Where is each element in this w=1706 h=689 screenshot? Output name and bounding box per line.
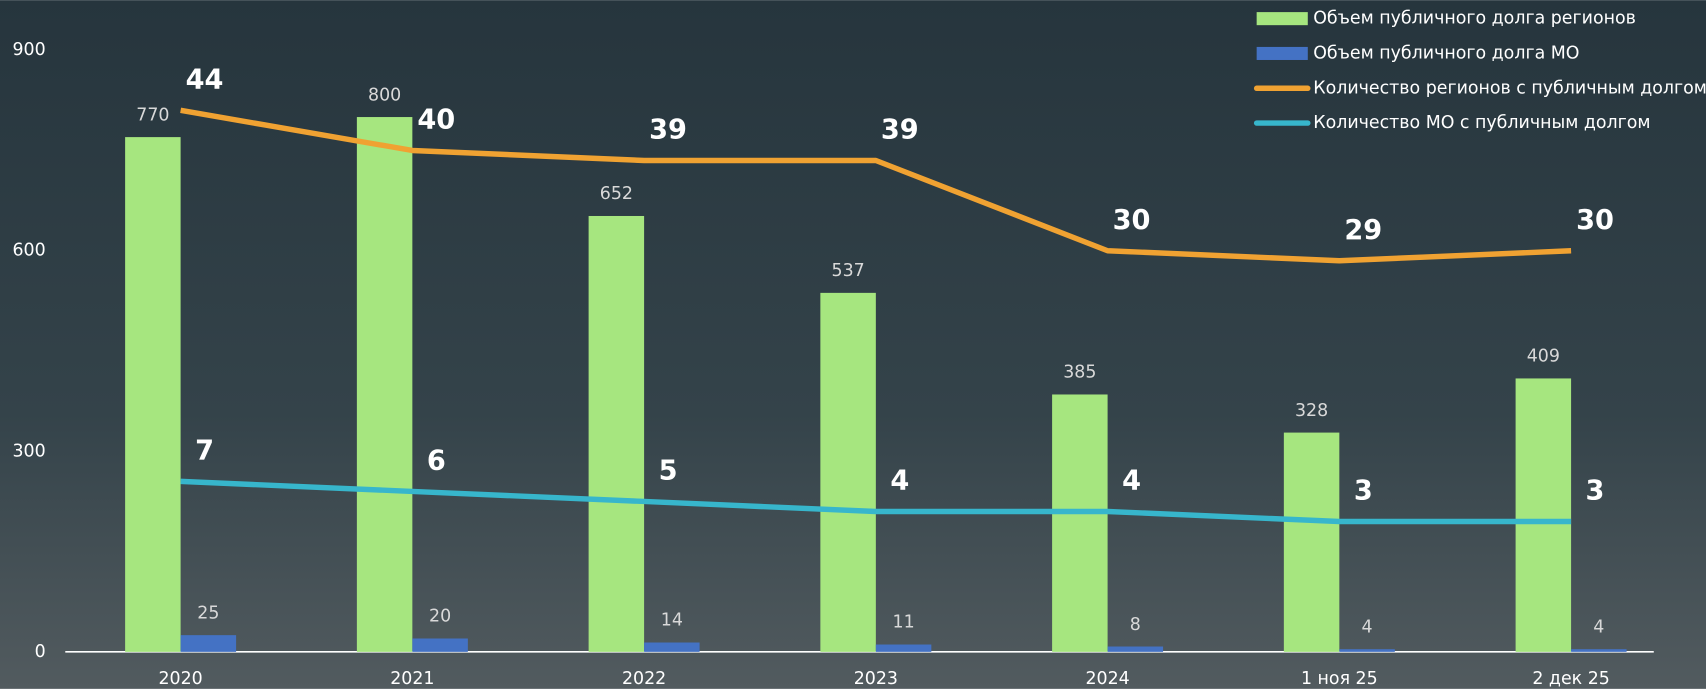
- legend-label: Объем публичного долга МО: [1313, 43, 1579, 63]
- x-tick-label: 2 дек 25: [1532, 669, 1609, 689]
- bar-value-label: 8: [1130, 615, 1141, 635]
- bar: [1107, 646, 1164, 652]
- plot-area: 0 300 600 900 2020 2021 2022 2023 2024 1 ноя 25 2 …: [12, 9, 1706, 689]
- bar-value-label: 537: [832, 261, 865, 281]
- line-value-label: 39: [649, 115, 687, 146]
- line-value-label: 29: [1344, 215, 1382, 246]
- line-value-label: 3: [1586, 476, 1605, 507]
- y-tick-label: 0: [35, 642, 46, 662]
- line-value-label: 4: [890, 466, 909, 497]
- bar-value-label: 11: [893, 613, 915, 633]
- bar: [1339, 649, 1395, 652]
- x-tick-label: 2023: [854, 669, 898, 689]
- line-value-label: 6: [427, 446, 446, 477]
- bar: [125, 137, 181, 652]
- bar-value-label: 4: [1593, 617, 1604, 637]
- x-tick-label: 2022: [622, 669, 666, 689]
- bar: [820, 292, 876, 652]
- bar-value-label: 4: [1362, 617, 1373, 637]
- bar: [644, 642, 700, 652]
- x-tick-label: 2020: [158, 669, 202, 689]
- bar-value-label: 20: [429, 607, 451, 627]
- line-value-label: 5: [659, 456, 678, 487]
- line: [180, 478, 1572, 525]
- line-value-label: 3: [1354, 476, 1373, 507]
- bar-value-label: 14: [661, 611, 683, 631]
- bar: [180, 635, 237, 652]
- bar-value-label: 328: [1295, 401, 1328, 421]
- legend-label: Количество регионов с публичным долгом: [1313, 78, 1706, 98]
- line: [180, 107, 1572, 264]
- bar-value-label: 800: [368, 85, 401, 105]
- bar: [1515, 378, 1572, 652]
- bar: [875, 644, 932, 652]
- legend-swatch: [1256, 12, 1308, 26]
- bar: [1571, 649, 1627, 652]
- line-value-label: 30: [1113, 205, 1151, 236]
- line-value-label: 7: [195, 436, 214, 467]
- bar: [1283, 432, 1340, 652]
- bar: [1052, 394, 1108, 652]
- bar-value-label: 770: [136, 105, 169, 125]
- bar: [588, 215, 645, 652]
- bar-value-label: 409: [1527, 347, 1560, 367]
- bar: [356, 117, 413, 652]
- line-value-label: 40: [417, 105, 455, 136]
- x-tick-label: 2024: [1085, 669, 1129, 689]
- line-value-label: 44: [186, 64, 224, 95]
- bar-value-label: 25: [197, 603, 219, 623]
- x-tick-label: 2021: [390, 669, 434, 689]
- y-tick-label: 600: [12, 241, 45, 261]
- line-value-label: 30: [1576, 205, 1614, 236]
- legend-label: Объем публичного долга регионов: [1313, 9, 1636, 29]
- y-tick-label: 900: [12, 40, 45, 60]
- x-tick-label: 1 ноя 25: [1301, 669, 1378, 689]
- y-tick-label: 300: [12, 441, 45, 461]
- line-value-label: 4: [1122, 466, 1141, 497]
- bar-value-label: 385: [1063, 363, 1096, 383]
- bar-value-label: 652: [600, 184, 633, 204]
- bar: [412, 638, 468, 652]
- line-value-label: 39: [881, 115, 919, 146]
- legend-swatch: [1256, 46, 1308, 60]
- legend-label: Количество МО с публичным долгом: [1313, 113, 1650, 133]
